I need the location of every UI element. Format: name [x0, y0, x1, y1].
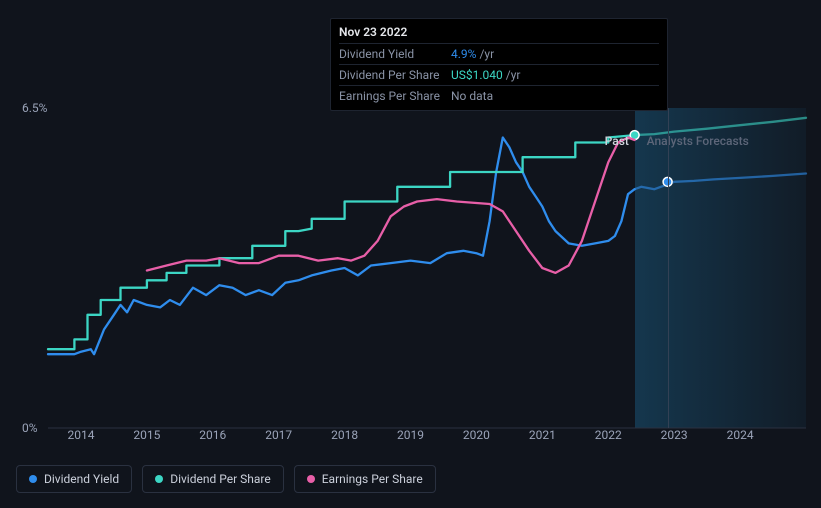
x-tick-label: 2020 — [463, 428, 490, 442]
past-label: Past — [605, 134, 629, 148]
forecast-label: Analysts Forecasts — [647, 134, 749, 148]
tooltip-value: 4.9% — [451, 47, 476, 61]
x-axis: 2014 2015 2016 2017 2018 2019 2020 2021 2022 2023… — [48, 428, 806, 446]
legend-label: Dividend Per Share — [170, 472, 271, 486]
tooltip-value: No data — [451, 89, 493, 103]
tooltip-row: Dividend Per ShareUS$1.040/yr — [339, 64, 659, 85]
legend-item[interactable]: Dividend Yield — [16, 465, 132, 493]
x-tick-label: 2019 — [397, 428, 424, 442]
x-tick-label: 2018 — [331, 428, 358, 442]
tooltip-row: Dividend Yield4.9%/yr — [339, 43, 659, 64]
x-tick-label: 2014 — [67, 428, 94, 442]
x-tick-label: 2021 — [529, 428, 556, 442]
legend-dot-icon — [29, 475, 37, 483]
chart-legend: Dividend Yield Dividend Per Share Earnings… — [16, 465, 436, 493]
tooltip-unit: /yr — [479, 47, 494, 61]
tooltip-unit: /yr — [506, 68, 521, 82]
tooltip-row: Earnings Per ShareNo data — [339, 85, 659, 106]
chart-tooltip: Nov 23 2022 Dividend Yield4.9%/yrDividen… — [330, 18, 668, 111]
x-tick-label: 2022 — [595, 428, 622, 442]
x-tick-label: 2017 — [265, 428, 292, 442]
legend-label: Earnings Per Share — [322, 472, 423, 486]
legend-item[interactable]: Dividend Per Share — [142, 465, 284, 493]
x-tick-label: 2016 — [199, 428, 226, 442]
x-tick-label: 2024 — [727, 428, 754, 442]
tooltip-date: Nov 23 2022 — [339, 25, 659, 39]
y-tick-label: 6.5% — [22, 101, 47, 115]
legend-dot-icon — [155, 475, 163, 483]
hover-cursor-line — [668, 108, 669, 428]
legend-item[interactable]: Earnings Per Share — [294, 465, 436, 493]
y-tick-label: 0% — [22, 421, 38, 435]
legend-label: Dividend Yield — [44, 472, 119, 486]
dividend-chart: Nov 23 2022 Dividend Yield4.9%/yrDividen… — [0, 0, 821, 508]
forecast-band — [635, 108, 806, 428]
tooltip-key: Earnings Per Share — [339, 89, 451, 103]
tooltip-key: Dividend Yield — [339, 47, 451, 61]
plot-area[interactable] — [48, 108, 806, 428]
x-tick-label: 2023 — [661, 428, 688, 442]
x-tick-label: 2015 — [133, 428, 160, 442]
chart-lines — [48, 108, 348, 258]
legend-dot-icon — [307, 475, 315, 483]
tooltip-value: US$1.040 — [451, 68, 503, 82]
tooltip-key: Dividend Per Share — [339, 68, 451, 82]
